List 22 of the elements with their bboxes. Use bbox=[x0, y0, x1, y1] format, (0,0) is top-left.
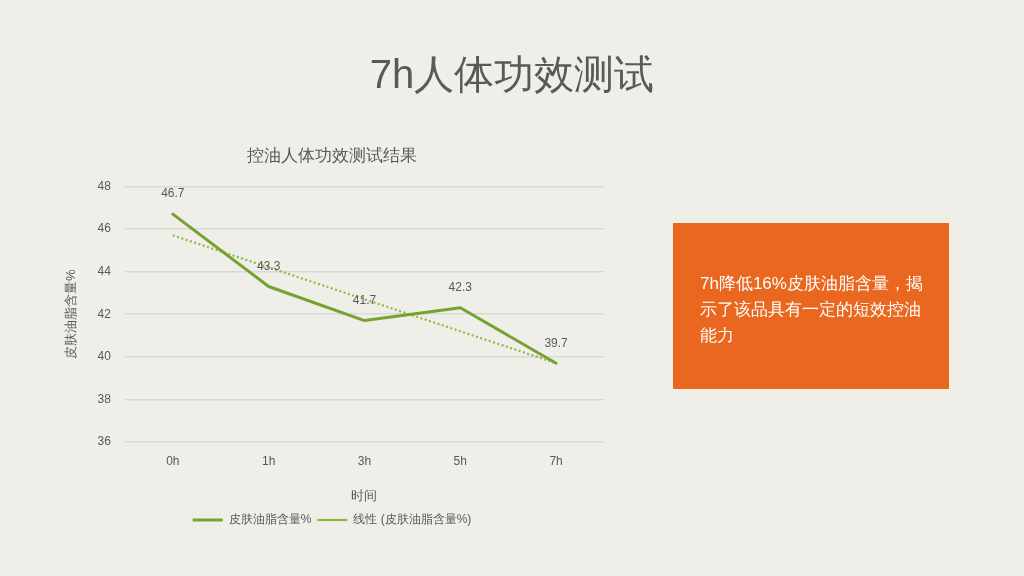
y-tick-label: 42 bbox=[97, 306, 112, 321]
y-tick-label: 48 bbox=[97, 178, 112, 193]
y-tick-label: 38 bbox=[97, 391, 112, 406]
y-tick-label: 36 bbox=[97, 434, 112, 449]
note-box: 7h降低16%皮肤油脂含量，揭示了该品具有一定的短效控油能力 bbox=[673, 223, 949, 389]
data-label: 42.3 bbox=[448, 280, 473, 295]
data-label: 39.7 bbox=[544, 335, 569, 350]
x-tick-label: 7h bbox=[549, 453, 563, 468]
y-tick-label: 40 bbox=[97, 349, 112, 364]
data-label: 46.7 bbox=[161, 186, 185, 201]
chart-title: 7h人体功效测试 bbox=[368, 51, 656, 98]
x-tick-label: 5h bbox=[453, 453, 467, 468]
y-tick-label: 46 bbox=[97, 221, 112, 236]
y-tick-label: 44 bbox=[97, 263, 112, 278]
x-tick-label: 3h bbox=[357, 453, 372, 468]
x-axis-title: 时间 bbox=[351, 487, 378, 503]
y-axis-title: 皮肤油脂含量% bbox=[63, 268, 79, 359]
x-tick-label: 1h bbox=[261, 453, 276, 468]
legend-label: 线性 (皮肤油脂含量%) bbox=[353, 512, 472, 527]
x-tick-label: 0h bbox=[166, 453, 180, 468]
chart-subtitle: 控油人体功效测试结果 bbox=[247, 145, 417, 165]
legend-label: 皮肤油脂含量% bbox=[228, 512, 312, 527]
